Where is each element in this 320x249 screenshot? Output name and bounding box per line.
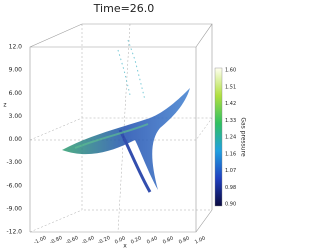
z-tick-label: -9.00 — [6, 205, 22, 212]
z-tick-label: -6.00 — [6, 182, 22, 189]
x-tick-label: 0.80 — [178, 235, 191, 245]
bounding-box — [29, 23, 213, 233]
z-tick-label: -12.0 — [6, 229, 22, 236]
colorbar-tick-label: 0.98 — [225, 185, 236, 191]
z-tick-label: 0.00 — [9, 136, 23, 143]
colorbar-tick-label: 1.33 — [225, 118, 236, 124]
x-tick-label: 1.00 — [194, 235, 207, 245]
visualization: Time=26.0 Gas pressure 12.0 9.00 6.00 3.00 0… — [3, 2, 247, 249]
x-tick-label: 0.00 — [114, 235, 127, 245]
colorbar-tick-label: 1.60 — [225, 68, 236, 74]
x-axis-label: x — [123, 243, 127, 249]
x-tick-label: 0.40 — [146, 235, 159, 245]
plume — [62, 39, 190, 193]
z-tick-label: 3.00 — [9, 113, 23, 120]
colorbar-tick-label: 1.16 — [225, 151, 236, 157]
x-tick-label: 0.60 — [162, 235, 175, 245]
colorbar-tick-label: 1.42 — [225, 101, 236, 107]
z-tick-label: -3.00 — [6, 159, 22, 166]
title: Time=26.0 — [93, 2, 155, 15]
x-tick-label: -0.80 — [49, 235, 63, 246]
labels: 12.0 9.00 6.00 3.00 0.00 -3.00 -6.00 -9.00 -12.0… — [3, 44, 236, 249]
colorbar-tick-label: 1.51 — [225, 84, 236, 90]
z-tick-label: 12.0 — [9, 44, 23, 51]
z-tick-label: 9.00 — [9, 67, 23, 74]
z-tick-label: 6.00 — [9, 90, 23, 97]
colorbar-tick-label: 1.24 — [225, 135, 236, 141]
z-axis-label: z — [3, 102, 6, 109]
colorbar-tick-label: 1.07 — [225, 168, 236, 174]
colorbar-label: Gas pressure — [240, 117, 247, 157]
x-tick-label: -0.20 — [97, 235, 111, 246]
colorbar-tick-label: 0.90 — [225, 202, 236, 208]
x-tick-label: -0.60 — [65, 235, 79, 246]
x-tick-label: -0.40 — [81, 235, 95, 246]
x-tick-label: 0.20 — [130, 235, 143, 245]
colorbar — [214, 67, 223, 207]
x-tick-label: -1.00 — [33, 235, 47, 246]
